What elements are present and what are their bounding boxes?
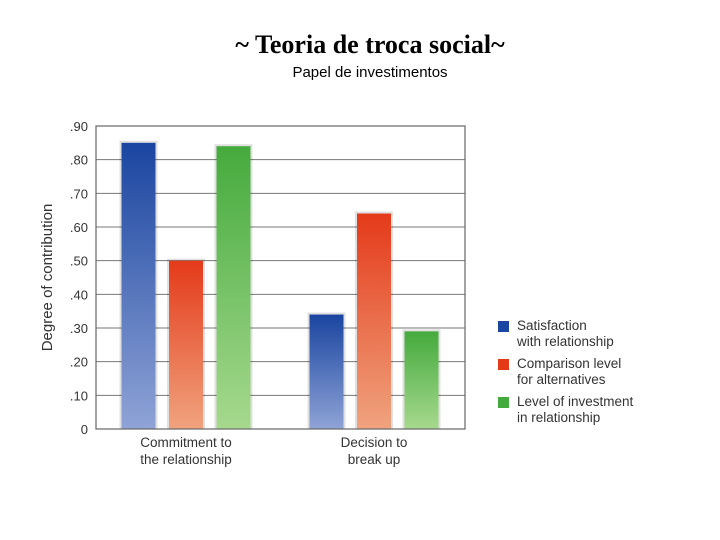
plot-frame xyxy=(95,125,466,430)
y-tick-label: .70 xyxy=(70,186,88,201)
y-axis-label: Degree of contribution xyxy=(39,204,56,352)
y-tick-label: .40 xyxy=(70,287,88,302)
bar xyxy=(309,314,344,429)
y-tick-label: .60 xyxy=(70,220,88,235)
y-tick-label: 0 xyxy=(81,422,88,437)
legend-label: Satisfaction with relationship xyxy=(517,318,614,349)
y-tick-label: .80 xyxy=(70,153,88,168)
slide-title: ~ Teoria de troca social~ xyxy=(235,30,505,59)
slide-subtitle: Papel de investimentos xyxy=(292,64,448,81)
legend-label: Level of investment in relationship xyxy=(517,394,634,425)
x-category-label: Commitment to the relationship xyxy=(140,435,232,467)
bar xyxy=(216,146,251,429)
x-category-label: Decision to break up xyxy=(341,435,408,467)
bar xyxy=(404,331,439,429)
chart-legend: Satisfaction with relationship Compariso… xyxy=(498,318,633,432)
y-tick-label: .30 xyxy=(70,321,88,336)
bar xyxy=(121,142,156,430)
y-tick-label: .10 xyxy=(70,388,88,403)
legend-item-comparison: Comparison level for alternatives xyxy=(498,356,633,388)
bar xyxy=(357,213,391,429)
legend-label: Comparison level for alternatives xyxy=(517,356,622,387)
legend-item-satisfaction: Satisfaction with relationship xyxy=(498,318,633,350)
y-tick-label: .50 xyxy=(70,254,88,269)
y-tick-label: .20 xyxy=(70,355,88,370)
legend-swatch xyxy=(498,359,509,370)
bar xyxy=(169,260,203,429)
legend-item-investment: Level of investment in relationship xyxy=(498,394,633,426)
y-tick-label: .90 xyxy=(70,119,88,134)
legend-swatch xyxy=(498,397,509,408)
legend-swatch xyxy=(498,321,509,332)
